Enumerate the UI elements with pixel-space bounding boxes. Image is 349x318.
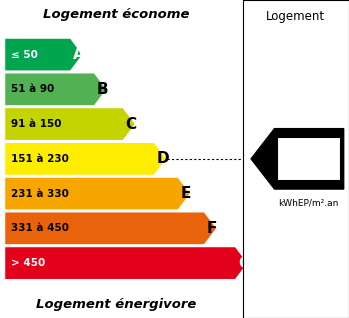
Text: Logement économe: Logement économe bbox=[43, 8, 189, 21]
Text: 331 à 450: 331 à 450 bbox=[11, 223, 69, 233]
Text: 231 à 330: 231 à 330 bbox=[11, 189, 68, 199]
Text: A: A bbox=[73, 47, 84, 62]
Text: Logement énergivore: Logement énergivore bbox=[36, 298, 196, 311]
Text: C: C bbox=[125, 117, 136, 132]
Polygon shape bbox=[5, 177, 191, 210]
Polygon shape bbox=[5, 108, 135, 141]
Text: 151 à 230: 151 à 230 bbox=[11, 154, 68, 164]
Polygon shape bbox=[251, 129, 344, 189]
Polygon shape bbox=[5, 247, 248, 280]
Text: 51 à 90: 51 à 90 bbox=[11, 84, 54, 94]
Text: ≤ 50: ≤ 50 bbox=[11, 50, 38, 59]
Text: > 450: > 450 bbox=[11, 258, 45, 268]
Text: G: G bbox=[238, 256, 250, 271]
Text: E: E bbox=[180, 186, 191, 201]
Polygon shape bbox=[5, 38, 83, 71]
Polygon shape bbox=[5, 73, 107, 106]
Polygon shape bbox=[5, 212, 217, 245]
Text: B: B bbox=[97, 82, 108, 97]
Text: 91 à 150: 91 à 150 bbox=[11, 119, 61, 129]
Text: D: D bbox=[156, 151, 169, 166]
Bar bbox=[277, 136, 341, 181]
Polygon shape bbox=[5, 142, 166, 175]
Text: kWhEP/m².an: kWhEP/m².an bbox=[279, 198, 339, 208]
Text: Logement: Logement bbox=[266, 10, 325, 23]
Text: F: F bbox=[207, 221, 217, 236]
